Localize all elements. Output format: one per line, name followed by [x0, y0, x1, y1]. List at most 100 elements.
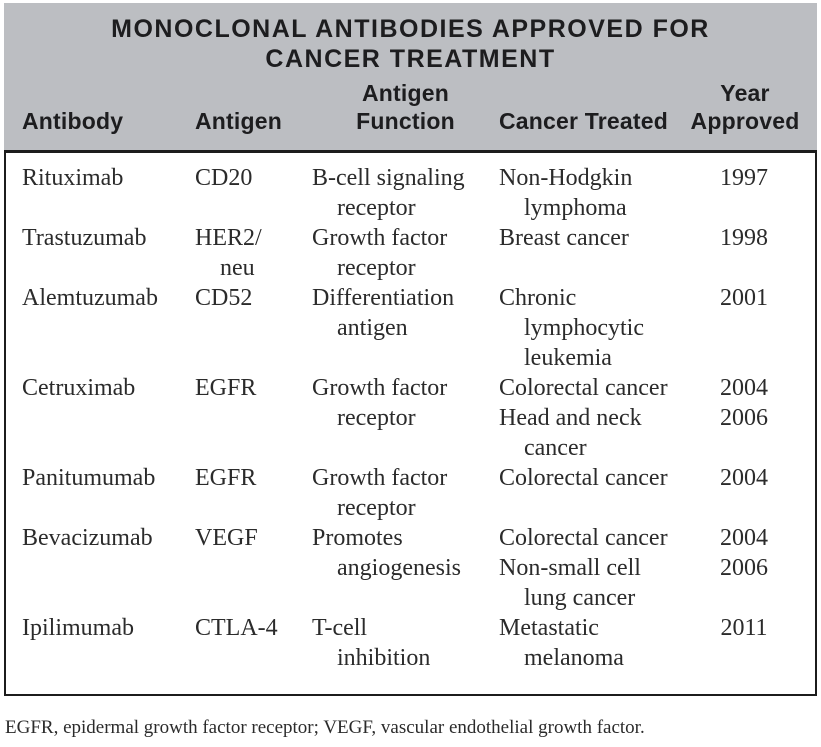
cell-antibody: Ipilimumab — [22, 615, 134, 641]
cell-cancer-treated: lymphoma — [524, 195, 627, 221]
table-line: receptor — [6, 493, 815, 523]
cell-year-approved: 2004 — [720, 375, 768, 401]
table-line: cancer — [6, 433, 815, 463]
cell-antigen — [195, 553, 312, 583]
column-header-year-approved: Year Approved — [690, 80, 800, 134]
column-header-row: Antibody Antigen Antigen Function Cancer… — [4, 79, 817, 135]
cell-antibody — [22, 403, 195, 433]
table-line: receptor Head and neck 2006 — [6, 403, 815, 433]
cell-antigen-function: angiogenesis — [337, 555, 461, 581]
cell-antigen-function — [312, 433, 499, 463]
table-line: Alemtuzumab CD52 Differentiation Chronic 200… — [6, 283, 815, 313]
cell-antibody — [22, 313, 195, 343]
cell-cancer-treated: Non-small cell — [499, 555, 641, 581]
column-header-antigen: Antigen — [195, 108, 282, 134]
cell-antibody: Panitumumab — [22, 465, 156, 491]
cell-antibody — [22, 583, 195, 613]
cell-antigen-function: inhibition — [337, 645, 431, 671]
cell-antigen-function: B-cell signaling — [312, 165, 465, 191]
cell-antibody: Bevacizumab — [22, 525, 153, 551]
cell-year-approved — [677, 253, 811, 283]
cell-antibody — [22, 253, 195, 283]
cell-antigen: CD52 — [195, 285, 253, 311]
cell-antibody — [22, 493, 195, 523]
cell-cancer-treated: Metastatic — [499, 615, 599, 641]
cell-antigen — [195, 343, 312, 373]
cell-antibody: Cetruximab — [22, 375, 136, 401]
cell-antibody — [22, 553, 195, 583]
cell-antigen-function: receptor — [337, 255, 416, 281]
cell-cancer-treated: lymphocytic — [524, 315, 644, 341]
cell-antigen-function: Growth factor — [312, 225, 448, 251]
cell-cancer-treated: Colorectal cancer — [499, 375, 668, 401]
cell-antigen — [195, 193, 312, 223]
cell-antigen: CD20 — [195, 165, 253, 191]
cell-year-approved — [677, 643, 811, 673]
cell-antigen-function: receptor — [337, 495, 416, 521]
cell-cancer-treated: lung cancer — [524, 585, 636, 611]
table-title-line2: CANCER TREATMENT — [265, 45, 556, 73]
cell-antigen-function: antigen — [337, 315, 408, 341]
cell-cancer-treated — [499, 253, 677, 283]
cell-antibody — [22, 643, 195, 673]
cell-year-approved: 2006 — [720, 405, 768, 431]
cell-antigen: neu — [220, 255, 255, 281]
cell-year-approved — [677, 343, 811, 373]
cell-antigen-function: receptor — [337, 195, 416, 221]
cell-antigen — [195, 493, 312, 523]
cell-antigen: EGFR — [195, 375, 257, 401]
cell-antigen — [195, 433, 312, 463]
cell-year-approved: 1998 — [720, 225, 768, 251]
cell-year-approved: 2004 — [720, 525, 768, 551]
cell-antigen-function: Growth factor — [312, 375, 448, 401]
cell-year-approved: 2001 — [720, 285, 768, 311]
cell-antigen — [195, 313, 312, 343]
cell-antibody: Alemtuzumab — [22, 285, 158, 311]
table-line: Panitumumab EGFR Growth factor Colorectal c… — [6, 463, 815, 493]
table-line: leukemia — [6, 343, 815, 373]
column-header-cancer-treated: Cancer Treated — [499, 108, 668, 134]
table-line: angiogenesis Non-small cell 2006 — [6, 553, 815, 583]
cell-antigen: VEGF — [195, 525, 258, 551]
cell-year-approved: 2006 — [720, 555, 768, 581]
cell-antigen-function: T-cell — [312, 615, 368, 641]
table-line: Trastuzumab HER2/Growth factor Breast canc… — [6, 223, 815, 253]
cell-antigen — [195, 583, 312, 613]
cell-year-approved: 2011 — [720, 615, 768, 641]
cell-cancer-treated: Breast cancer — [499, 225, 629, 251]
cell-cancer-treated: Chronic — [499, 285, 577, 311]
table-line: inhibition melanoma — [6, 643, 815, 673]
table-header: MONOCLONAL ANTIBODIES APPROVED FOR CANCE… — [4, 3, 817, 150]
table-line: Cetruximab EGFR Growth factor Colorectal ca… — [6, 373, 815, 403]
footnote: EGFR, epidermal growth factor receptor; … — [5, 717, 645, 738]
cell-antigen-function: Differentiation — [312, 285, 455, 311]
table-line: Bevacizumab VEGF Promotes Colorectal cancer… — [6, 523, 815, 553]
cell-antigen-function: receptor — [337, 405, 416, 431]
cell-year-approved: 1997 — [720, 165, 768, 191]
cell-antigen-function — [312, 583, 499, 613]
table-title-line1: MONOCLONAL ANTIBODIES APPROVED FOR — [111, 15, 710, 43]
cell-cancer-treated: Head and neck — [499, 405, 642, 431]
cell-antigen-function — [312, 343, 499, 373]
cell-antibody — [22, 193, 195, 223]
cell-antigen-function: Promotes — [312, 525, 403, 551]
cell-cancer-treated: Non-Hodgkin — [499, 165, 633, 191]
cell-antigen: EGFR — [195, 465, 257, 491]
cell-year-approved — [677, 193, 811, 223]
cell-cancer-treated: Colorectal cancer — [499, 465, 668, 491]
table-line: antigen lymphocytic — [6, 313, 815, 343]
cell-cancer-treated: melanoma — [524, 645, 624, 671]
cell-antigen — [195, 643, 312, 673]
cell-cancer-treated: leukemia — [524, 345, 612, 371]
cell-antibody — [22, 343, 195, 373]
table-title: MONOCLONAL ANTIBODIES APPROVED FOR CANCE… — [4, 14, 817, 74]
cell-year-approved — [677, 493, 811, 523]
table-line: Rituximab CD20 B-cell signaling Non-Hodgkin… — [6, 163, 815, 193]
cell-year-approved: 2004 — [720, 465, 768, 491]
table-line: neu receptor — [6, 253, 815, 283]
cell-antibody — [22, 433, 195, 463]
column-header-antibody: Antibody — [22, 108, 124, 134]
table-body: Rituximab CD20 B-cell signaling Non-Hodgkin… — [4, 150, 817, 696]
cell-antigen — [195, 403, 312, 433]
